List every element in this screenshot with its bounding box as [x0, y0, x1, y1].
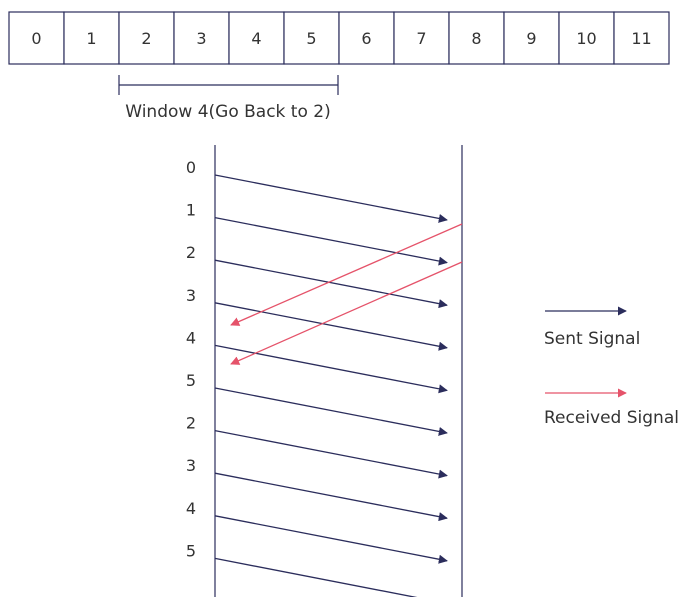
frame-cell-label: 2 [141, 29, 151, 48]
frame-cell [228, 11, 285, 65]
sequence-label: 4 [186, 328, 196, 347]
frame-cell [283, 11, 340, 65]
frame-cell [118, 11, 175, 65]
frame-cell-label: 3 [196, 29, 206, 48]
sequence-label: 5 [186, 371, 196, 390]
frame-cell [8, 11, 65, 65]
frame-cell [63, 11, 120, 65]
sent-arrow [214, 302, 448, 351]
frame-cell [503, 11, 560, 65]
sequence-label: 2 [186, 243, 196, 262]
frame-buffer-row: 0 1 2 3 4 5 6 7 8 9 10 11 [8, 11, 670, 65]
sequence-label: 0 [186, 158, 196, 177]
frame-cell-label: 1 [86, 29, 96, 48]
sent-arrow [214, 472, 448, 522]
received-arrow-1 [230, 223, 463, 326]
frame-cell [613, 11, 670, 65]
frame-cell-label: 11 [631, 29, 651, 48]
sent-arrow [214, 387, 448, 436]
sent-arrow [214, 344, 448, 394]
sequence-labels: 0 1 2 3 4 5 2 3 4 5 [186, 158, 196, 560]
frame-cell-label: 7 [416, 29, 426, 48]
sent-arrow [214, 515, 448, 564]
sent-arrow [214, 259, 448, 309]
sequence-label: 5 [186, 541, 196, 560]
sent-arrow [214, 216, 448, 266]
sequence-label: 4 [186, 499, 196, 518]
window-label: Window 4(Go Back to 2) [125, 102, 330, 122]
frame-cell-label: 9 [526, 29, 536, 48]
frame-cell [338, 11, 395, 65]
frame-cell [393, 11, 450, 65]
sent-arrow [214, 429, 448, 479]
frame-cell-label: 8 [471, 29, 481, 48]
window-bracket [118, 75, 339, 95]
legend-sent-label: Sent Signal [544, 329, 640, 349]
frame-cell-label: 10 [576, 29, 596, 48]
frame-cell-label: 6 [361, 29, 371, 48]
legend: Sent Signal Received Signal [544, 306, 679, 428]
sequence-label: 1 [186, 201, 196, 220]
sequence-label: 2 [186, 414, 196, 433]
sent-arrow [214, 174, 448, 223]
sent-arrows [214, 174, 448, 597]
sequence-label: 3 [186, 286, 196, 305]
frame-cell-label: 4 [251, 29, 261, 48]
frame-cell [448, 11, 505, 65]
received-arrow-2 [230, 261, 463, 365]
sequence-label: 3 [186, 456, 196, 475]
received-arrows [230, 223, 463, 365]
frame-cell-label: 0 [31, 29, 41, 48]
frame-cell-label: 5 [306, 29, 316, 48]
legend-received-label: Received Signal [544, 408, 679, 428]
sent-arrow [214, 557, 418, 597]
